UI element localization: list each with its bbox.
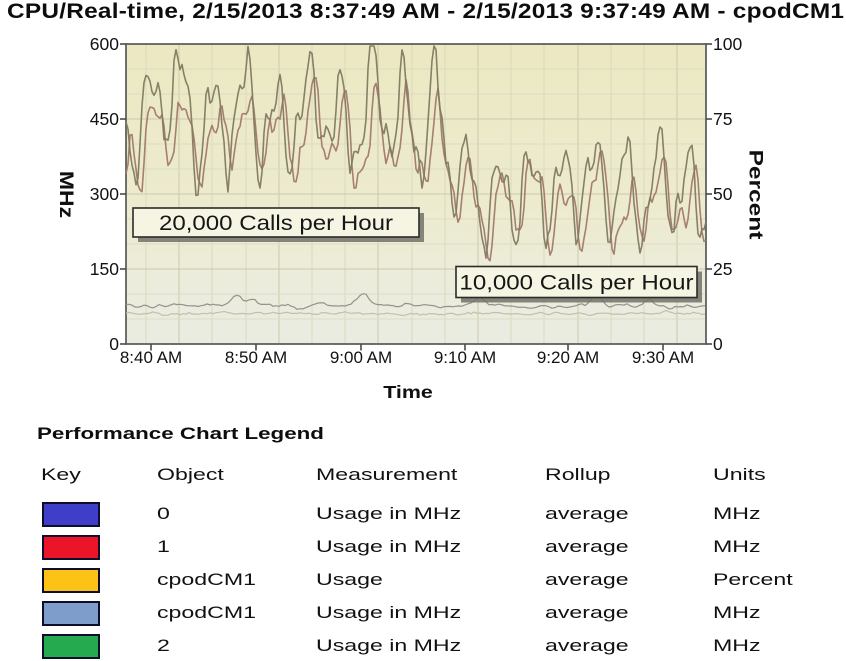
svg-text:0: 0 [713,334,723,354]
svg-text:0: 0 [109,334,119,354]
svg-text:20,000 Calls per Hour: 20,000 Calls per Hour [159,210,394,234]
svg-text:MHz: MHz [56,171,77,218]
svg-text:8:50 AM: 8:50 AM [225,348,287,367]
svg-text:Percent: Percent [745,150,767,241]
svg-text:100: 100 [713,34,742,54]
svg-text:9:00 AM: 9:00 AM [330,348,392,367]
svg-text:50: 50 [713,184,733,204]
svg-text:8:40 AM: 8:40 AM [120,348,182,367]
svg-text:300: 300 [90,184,119,204]
svg-text:9:30 AM: 9:30 AM [632,348,694,367]
svg-text:600: 600 [90,34,119,54]
svg-text:450: 450 [90,109,119,129]
svg-text:150: 150 [90,259,119,279]
svg-text:25: 25 [713,259,732,279]
svg-text:75: 75 [713,109,732,129]
svg-text:9:20 AM: 9:20 AM [537,348,599,367]
svg-text:10,000 Calls per Hour: 10,000 Calls per Hour [459,270,694,294]
svg-text:Time: Time [383,383,433,403]
svg-text:9:10 AM: 9:10 AM [434,348,496,367]
